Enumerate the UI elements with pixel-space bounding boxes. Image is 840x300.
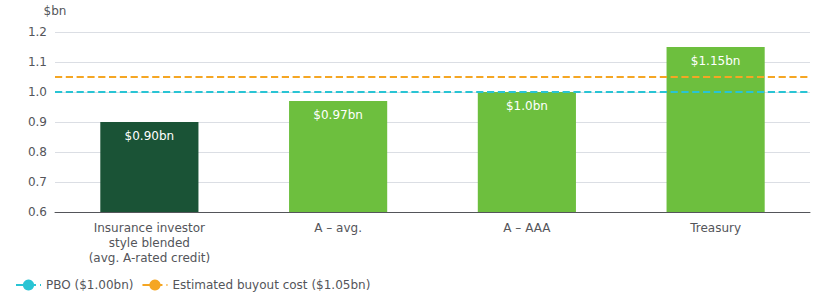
svg-text:A – AAA: A – AAA [503,221,551,235]
svg-text:$0.97bn: $0.97bn [313,108,363,122]
svg-text:1.1: 1.1 [28,55,47,69]
svg-text:$1.15bn: $1.15bn [691,54,741,68]
svg-text:0.9: 0.9 [28,115,47,129]
svg-text:PBO ($1.00bn): PBO ($1.00bn) [46,278,133,292]
svg-text:Treasury: Treasury [689,221,741,235]
svg-text:$bn: $bn [44,4,67,18]
svg-text:A – avg.: A – avg. [314,221,362,235]
svg-text:1.0: 1.0 [28,85,47,99]
svg-text:Insurance investor: Insurance investor [94,221,205,235]
svg-text:1.2: 1.2 [28,25,47,39]
svg-text:style blended: style blended [109,236,190,250]
svg-text:$0.90bn: $0.90bn [125,129,175,143]
svg-text:0.8: 0.8 [28,145,47,159]
svg-text:$1.0bn: $1.0bn [506,99,548,113]
svg-text:0.7: 0.7 [28,175,47,189]
svg-text:0.6: 0.6 [28,205,47,219]
svg-text:(avg. A-rated credit): (avg. A-rated credit) [89,251,210,265]
svg-text:Estimated buyout cost ($1.05bn: Estimated buyout cost ($1.05bn) [172,278,370,292]
